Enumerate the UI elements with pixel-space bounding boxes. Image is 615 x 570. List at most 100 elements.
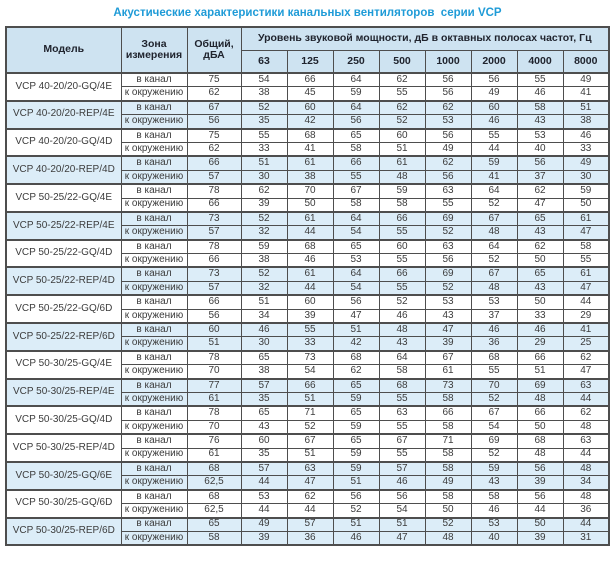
spl-value-1000hz: 63	[424, 238, 472, 255]
zone-label-to-env: к окружению	[120, 391, 188, 407]
spl-value-2000hz: 69	[470, 433, 518, 449]
spl-value-125hz: 66	[286, 377, 334, 393]
spl-value-8000hz: 55	[562, 253, 610, 268]
table-row: VCP 50-25/22-GQ/4E в канал 78 62 70 67 59 63 64 6…	[5, 183, 610, 213]
spl-value-1000hz: 63	[424, 183, 472, 199]
col-header-spl: Уровень звуковой мощности, дБ в октавных…	[240, 26, 610, 51]
spl-value-1000hz: 58	[424, 391, 472, 407]
spl-value-2000hz: 53	[470, 516, 518, 532]
spl-value-500hz: 62	[378, 99, 426, 116]
table-row: VCP 50-30/25-REP/6D в канал 65 49 57 51 51 52 53…	[5, 516, 610, 546]
spl-value-8000hz: 62	[562, 405, 610, 421]
zone-label-to-env: к окружению	[120, 503, 188, 518]
spl-value-1000hz: 47	[424, 322, 472, 338]
spl-value-1000hz: 56	[424, 72, 472, 88]
spl-value-500hz: 55	[378, 419, 426, 435]
zone-label-in-duct: в канал	[120, 322, 188, 338]
table-row: VCP 50-25/22-GQ/4D в канал 78 59 68 65 60 63 64 6…	[5, 238, 610, 268]
spl-value-4000hz: 43	[516, 280, 564, 296]
spl-value-63hz: 44	[240, 475, 288, 491]
spl-value-500hz: 52	[378, 294, 426, 310]
spl-value-250hz: 67	[332, 183, 380, 199]
spl-value-1000hz: 58	[424, 488, 472, 505]
spl-value-2000hz: 56	[470, 72, 518, 88]
table-row: к окружению 62 38 45 59 55 56 49 46 41	[6, 86, 610, 102]
spl-value-63hz: 35	[240, 114, 288, 130]
spl-value-2000hz: 59	[470, 155, 518, 171]
zone-label-to-env: к окружению	[120, 364, 188, 380]
spl-value-125hz: 73	[286, 349, 334, 366]
spl-value-125hz: 63	[286, 460, 334, 477]
total-dba-value: 73	[186, 266, 242, 282]
spl-value-4000hz: 53	[516, 127, 564, 143]
spl-value-500hz: 63	[378, 405, 426, 421]
spl-value-500hz: 55	[378, 391, 426, 407]
spl-value-500hz: 55	[378, 253, 426, 268]
spl-value-8000hz: 30	[562, 169, 610, 185]
model-name: VCP 50-30/25-GQ/4D	[5, 405, 122, 435]
model-name: VCP 50-25/22-REP/4D	[5, 266, 122, 296]
table-row: VCP 40-20/20-GQ/4D в канал 75 55 68 65 60 56 55 5…	[5, 127, 610, 157]
spl-value-250hz: 58	[332, 141, 380, 157]
zone-label-to-env: к окружению	[120, 308, 188, 324]
zone-label-in-duct: в канал	[120, 127, 188, 143]
spl-value-2000hz: 68	[470, 349, 518, 366]
total-dba-value: 78	[186, 405, 242, 421]
spl-value-250hz: 51	[332, 516, 380, 532]
spl-value-2000hz: 59	[470, 460, 518, 477]
zone-label-in-duct: в канал	[120, 460, 188, 477]
zone-label-in-duct: в канал	[120, 72, 188, 88]
total-dba-value: 68	[186, 460, 242, 477]
spl-value-250hz: 65	[332, 377, 380, 393]
spl-value-500hz: 48	[378, 322, 426, 338]
spl-value-500hz: 67	[378, 433, 426, 449]
spl-value-8000hz: 49	[562, 72, 610, 88]
spl-value-4000hz: 66	[516, 405, 564, 421]
spl-value-250hz: 59	[332, 391, 380, 407]
spl-value-63hz: 65	[240, 405, 288, 421]
spl-value-250hz: 46	[332, 530, 380, 546]
total-dba-value: 66	[186, 253, 242, 268]
table-row: VCP 50-25/22-GQ/6D в канал 66 51 60 56 52 53 53 5…	[5, 294, 610, 324]
spl-value-125hz: 52	[286, 419, 334, 435]
table-row: VCP 40-20/20-REP/4E в канал 67 52 60 64 62 62 60…	[5, 99, 610, 130]
spl-value-500hz: 52	[378, 114, 426, 130]
spl-value-1000hz: 39	[424, 336, 472, 352]
spl-value-500hz: 58	[378, 364, 426, 380]
col-header-freq-4000: 4000	[516, 50, 564, 74]
spl-value-2000hz: 46	[470, 503, 518, 518]
spl-value-125hz: 44	[286, 225, 334, 241]
spl-value-250hz: 64	[332, 266, 380, 282]
spl-value-4000hz: 46	[516, 322, 564, 338]
spl-value-500hz: 61	[378, 155, 426, 171]
spl-value-1000hz: 53	[424, 114, 472, 130]
spl-value-8000hz: 48	[562, 419, 610, 435]
model-name: VCP 50-25/22-REP/6D	[5, 322, 122, 352]
table-row: к окружению 56 35 42 56 52 53 46 43 38	[6, 114, 610, 130]
table-row: VCP 40-20/20-GQ/4E в канал 75 54 66 64 62 56 56 5…	[5, 72, 610, 102]
spl-value-2000hz: 53	[470, 294, 518, 310]
col-header-freq-8000: 8000	[562, 50, 610, 74]
spl-value-250hz: 47	[332, 308, 380, 324]
model-name: VCP 50-25/22-REP/4E	[5, 210, 122, 241]
table-row: VCP 50-25/22-REP/6D в канал 60 46 55 51 48 47 46…	[5, 322, 610, 352]
spl-value-8000hz: 61	[562, 266, 610, 282]
table-row: к окружению 70 43 52 59 55 58 54 50 48	[6, 419, 610, 435]
spl-value-8000hz: 58	[562, 238, 610, 255]
spl-value-250hz: 56	[332, 294, 380, 310]
zone-label-in-duct: в канал	[120, 377, 188, 393]
spl-value-2000hz: 40	[470, 530, 518, 546]
zone-label-to-env: к окружению	[120, 169, 188, 185]
table-row: VCP 50-30/25-REP/4E в канал 77 57 66 65 68 73 70…	[5, 377, 610, 407]
zone-label-in-duct: в канал	[120, 294, 188, 310]
model-name: VCP 40-20/20-GQ/4E	[5, 72, 122, 102]
spl-value-125hz: 41	[286, 141, 334, 157]
spl-value-250hz: 54	[332, 280, 380, 296]
spl-value-1000hz: 61	[424, 364, 472, 380]
spl-value-8000hz: 36	[562, 503, 610, 518]
spl-value-250hz: 55	[332, 169, 380, 185]
spl-value-4000hz: 46	[516, 86, 564, 102]
spl-value-8000hz: 44	[562, 447, 610, 463]
spl-value-125hz: 68	[286, 127, 334, 143]
page-title: Акустические характеристики канальных ве…	[113, 7, 502, 19]
